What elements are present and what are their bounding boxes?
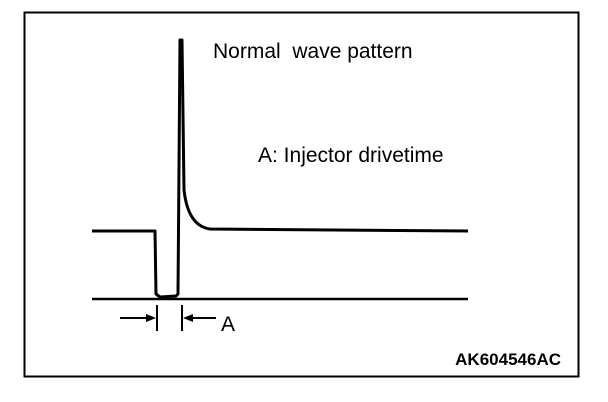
arrow-head [146, 314, 156, 322]
figure-id: AK604546AC [455, 350, 561, 369]
arrow-head [183, 314, 193, 322]
legend: A: Injector drivetime [258, 144, 444, 167]
marker-label: A [221, 313, 235, 336]
waveform [92, 38, 469, 299]
title: Normal wave pattern [213, 40, 413, 63]
frame [23, 11, 580, 378]
